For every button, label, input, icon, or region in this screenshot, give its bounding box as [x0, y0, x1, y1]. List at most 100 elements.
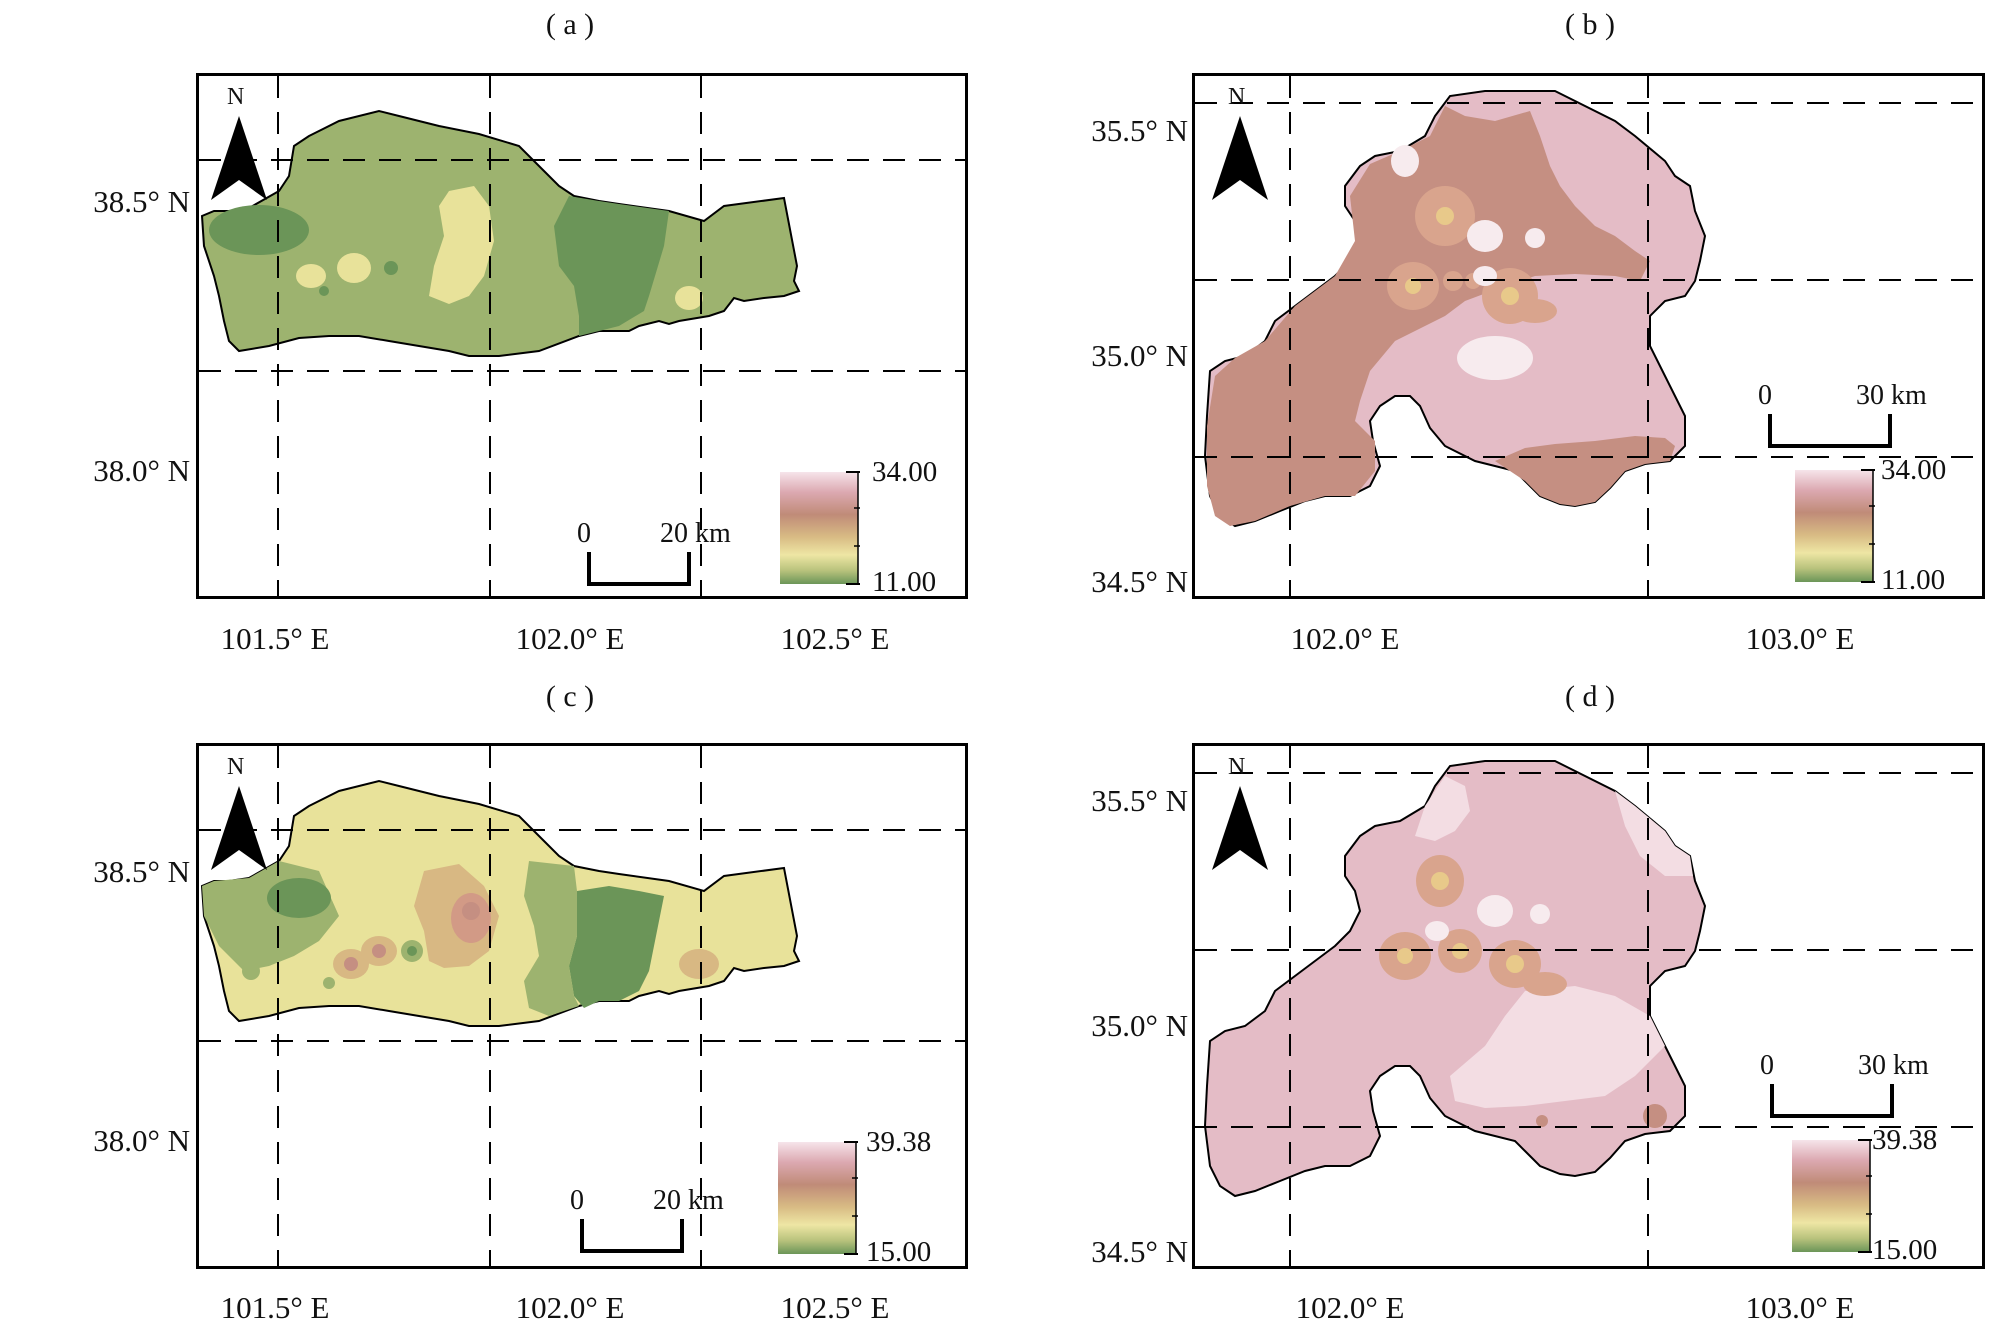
- scale-bar-line-d: [1770, 1084, 1894, 1118]
- north-arrow-a: N: [205, 84, 275, 204]
- zone-d-spot5: [1523, 972, 1567, 996]
- zone-d-spot2-core: [1397, 948, 1413, 964]
- legend-c: 39.38 15.00: [778, 1126, 968, 1268]
- gridlines-d: [1195, 746, 1982, 1266]
- zone-c-brown1-core: [462, 902, 480, 920]
- zone-d-spot7: [1536, 1115, 1548, 1127]
- lon-tick-a-3: 102.5° E: [780, 621, 890, 656]
- legend-max-b: 34.00: [1881, 454, 1947, 486]
- scale-end-b: 30 km: [1856, 380, 1927, 411]
- scale-end-a: 20 km: [660, 518, 731, 549]
- lon-tick-c-2: 102.0° E: [515, 1290, 625, 1325]
- scale-start-a: 0: [577, 518, 591, 549]
- lon-tick-d-1: 102.0° E: [1295, 1290, 1405, 1325]
- region-a: [200, 109, 801, 357]
- legend-bar-d: [1792, 1139, 1872, 1253]
- north-arrow-icon: [211, 786, 267, 870]
- legend-bar-c: [778, 1141, 858, 1255]
- lat-tick-d-2: 35.0° N: [1091, 1008, 1188, 1043]
- lat-tick-d-1: 35.5° N: [1091, 783, 1188, 818]
- panel-label-a: ( a ): [545, 8, 595, 41]
- zone-a-dark-west: [209, 205, 309, 255]
- legend-min-d: 15.00: [1872, 1234, 1938, 1266]
- zone-b-brown-south: [1495, 436, 1675, 506]
- zone-b-light1: [1391, 145, 1419, 177]
- lon-tick-c-3: 102.5° E: [780, 1290, 890, 1325]
- lat-tick-c-1: 38.5° N: [93, 854, 190, 889]
- panel-label-c: ( c ): [545, 680, 595, 713]
- legend-bar-a: [780, 471, 860, 585]
- scale-bar-line-a: [587, 552, 691, 586]
- legend-max-c: 39.38: [866, 1126, 932, 1158]
- scale-start-c: 0: [570, 1185, 584, 1216]
- legend-b: 34.00 11.00: [1795, 454, 1985, 596]
- lon-tick-a-1: 101.5° E: [220, 621, 330, 656]
- zone-b-light2: [1467, 220, 1503, 252]
- scale-bar-a: 0 20 km: [575, 518, 745, 590]
- zone-c-spot3-core: [407, 946, 417, 956]
- zone-d-light-north: [1415, 776, 1470, 841]
- north-arrow-c: N: [205, 754, 275, 874]
- scale-bar-line-b: [1768, 414, 1892, 448]
- zone-b-spot6: [1513, 299, 1557, 323]
- north-arrow-b: N: [1206, 84, 1276, 204]
- legend-a: 34.00 11.00: [780, 456, 970, 598]
- zone-b-spot2-core: [1405, 278, 1421, 294]
- legend-min-b: 11.00: [1881, 564, 1946, 596]
- scale-bar-d: 0 30 km: [1760, 1050, 1960, 1122]
- scale-end-c: 20 km: [653, 1185, 724, 1216]
- zone-c-dark-west: [267, 878, 331, 918]
- zone-c-dark-east: [569, 886, 664, 1008]
- zone-d-light3: [1530, 904, 1550, 924]
- lon-tick-b-1: 102.0° E: [1290, 621, 1400, 656]
- lon-tick-c-1: 101.5° E: [220, 1290, 330, 1325]
- legend-min-a: 11.00: [872, 566, 937, 598]
- legend-d: 39.38 15.00: [1792, 1124, 1982, 1266]
- lon-tick-a-2: 102.0° E: [515, 621, 625, 656]
- zone-a-yellow-spot2: [337, 253, 371, 283]
- scale-start-d: 0: [1760, 1050, 1774, 1081]
- zone-c-spot2-core: [372, 944, 386, 958]
- zone-d-light-ne: [1615, 791, 1693, 876]
- zone-b-light5: [1457, 336, 1533, 380]
- map-frame-c: [196, 743, 968, 1269]
- lon-tick-b-2: 103.0° E: [1745, 621, 1855, 656]
- zone-a-yellow-spot3: [675, 286, 703, 310]
- scale-bar-c: 0 20 km: [568, 1185, 738, 1257]
- panel-label-b: ( b ): [1565, 8, 1615, 41]
- zone-c-mid-east: [524, 861, 579, 1016]
- zone-b-spot1-core: [1436, 207, 1454, 225]
- zone-b-light3: [1473, 266, 1497, 286]
- zone-d-light1: [1477, 895, 1513, 927]
- north-letter-d: N: [1228, 754, 1246, 780]
- lat-tick-c-2: 38.0° N: [93, 1123, 190, 1158]
- lat-tick-d-3: 34.5° N: [1091, 1234, 1188, 1269]
- zone-b-brown: [1207, 106, 1650, 526]
- zone-d-spot4-core: [1506, 955, 1524, 973]
- zone-b-light4: [1525, 228, 1545, 248]
- north-letter-c: N: [227, 754, 245, 780]
- zone-d-light2: [1425, 921, 1449, 941]
- zone-a-yellow: [429, 186, 494, 304]
- north-arrow-icon: [1212, 786, 1268, 870]
- lat-tick-a-1: 38.5° N: [93, 184, 190, 219]
- legend-bar-b: [1795, 469, 1875, 583]
- panel-label-d: ( d ): [1565, 680, 1615, 713]
- north-arrow-icon: [211, 116, 267, 200]
- zone-c-tan-east: [679, 949, 719, 979]
- lon-tick-d-2: 103.0° E: [1745, 1290, 1855, 1325]
- zone-a-dark-east: [554, 196, 669, 336]
- map-svg-a: [199, 76, 965, 596]
- zone-a-dot1: [384, 261, 398, 275]
- zone-a-dot2: [319, 286, 329, 296]
- scale-start-b: 0: [1758, 380, 1772, 411]
- north-arrow-d: N: [1206, 754, 1276, 874]
- zone-a-yellow-spot1: [296, 264, 326, 288]
- scale-bar-line-c: [580, 1219, 684, 1253]
- zone-c-dot2: [242, 962, 260, 980]
- gridlines-b: [1195, 76, 1982, 596]
- map-svg-d: [1195, 746, 1982, 1266]
- zone-b-spot3-core: [1501, 287, 1519, 305]
- north-letter-b: N: [1228, 84, 1246, 110]
- map-svg-b: [1195, 76, 1982, 596]
